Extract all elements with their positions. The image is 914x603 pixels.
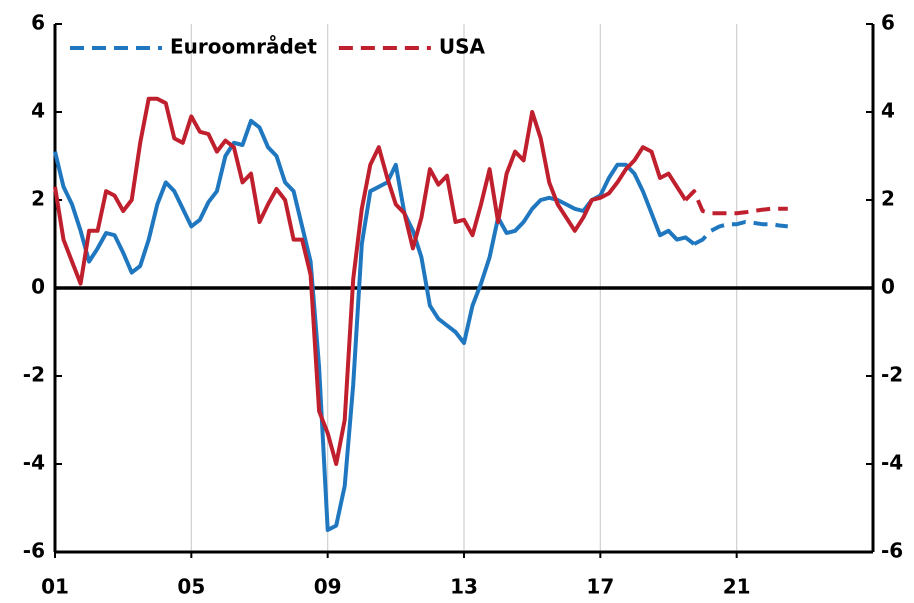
y-tick-label: 4: [31, 99, 45, 123]
x-tick-label: 05: [177, 575, 205, 599]
y2-tick-label: 2: [881, 187, 895, 211]
forecast-line: [693, 220, 789, 246]
x-tick-label: 21: [723, 575, 751, 599]
y-tick-label: -4: [23, 451, 45, 475]
forecast-line: [684, 189, 788, 216]
legend-label: Euroområdet: [170, 35, 317, 59]
y-tick-label: -2: [23, 363, 45, 387]
y2-tick-label: -4: [881, 451, 903, 475]
y2-tick-label: -6: [881, 539, 903, 563]
y2-tick-label: 6: [881, 11, 895, 35]
series-line: [53, 118, 696, 532]
series-line: [53, 96, 688, 466]
y-tick-label: 0: [31, 275, 45, 299]
legend-label: USA: [439, 35, 486, 59]
y-tick-label: 6: [31, 11, 45, 35]
y2-tick-label: 4: [881, 99, 895, 123]
y-tick-label: 2: [31, 187, 45, 211]
y-tick-label: -6: [23, 539, 45, 563]
y2-tick-label: -2: [881, 363, 903, 387]
y2-tick-label: 0: [881, 275, 895, 299]
x-tick-label: 01: [41, 575, 69, 599]
x-tick-label: 17: [586, 575, 614, 599]
x-tick-label: 13: [450, 575, 478, 599]
x-tick-label: 09: [314, 575, 342, 599]
